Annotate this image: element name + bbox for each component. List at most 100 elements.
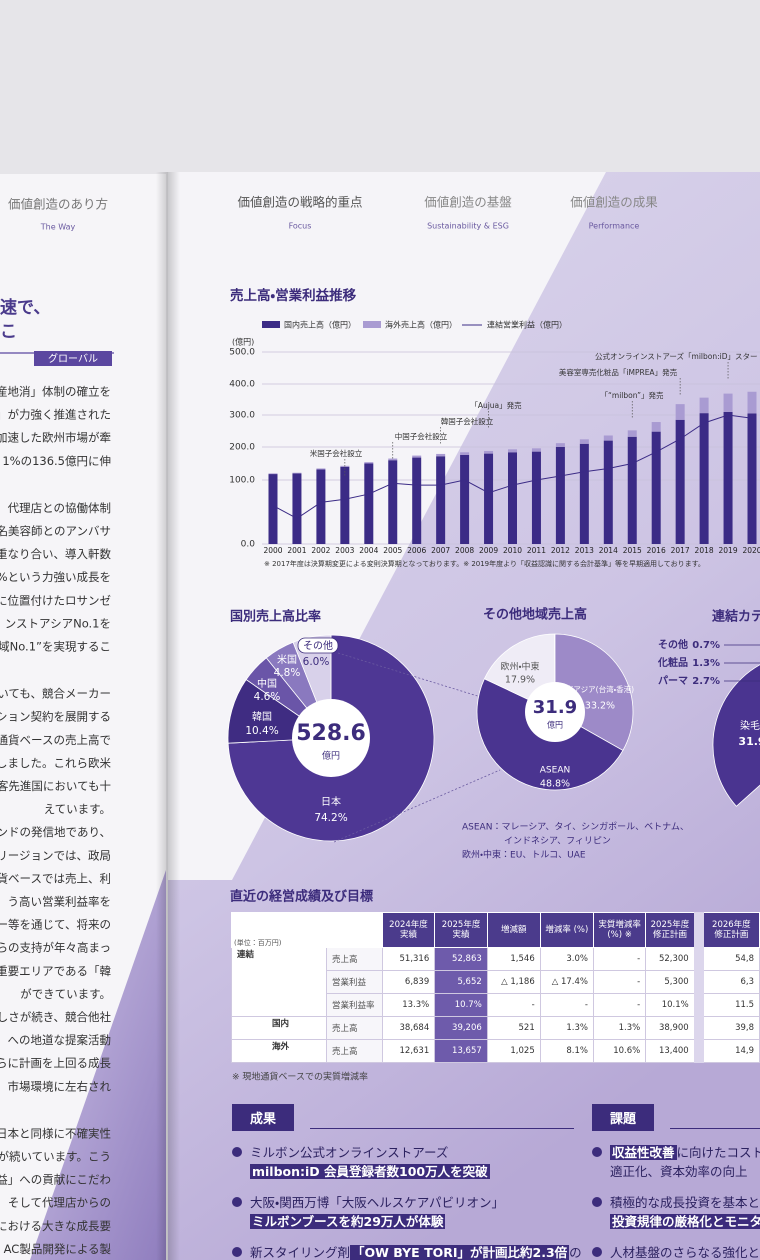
value-cell: 39,206 <box>434 1016 488 1040</box>
bar-domestic <box>603 440 613 544</box>
body-line: う高い営業利益率を <box>8 895 112 909</box>
highlight-text: milbon:iD 会員登録者数100万人を突破 <box>250 1164 490 1179</box>
bar-overseas <box>627 430 637 437</box>
pie-category: パーマ <box>658 675 688 687</box>
group-cell: 海外 <box>231 1039 327 1063</box>
bar-overseas <box>388 458 398 461</box>
item-cell: 営業利益率 <box>326 993 383 1017</box>
bar-domestic <box>292 473 302 544</box>
data-table: (単位：百万円) 2024年度 実績 2025年度 実績 増減額 増減率 (%) 実質増減… <box>231 912 760 1063</box>
bullet <box>592 1197 602 1207</box>
list-line: 新スタイリング剤 「OW BYE TORI」が計画比約2.3倍の <box>250 1243 582 1260</box>
value-cell: 10.1% <box>645 993 700 1017</box>
pie-total: 31.9 <box>533 697 577 718</box>
pie-slice <box>712 664 760 807</box>
bar-overseas <box>412 455 422 458</box>
list-text: 積極的な成長投資を基本と <box>610 1195 760 1210</box>
bar-domestic <box>316 469 326 544</box>
annotation: 米国子会社設立 <box>310 448 363 458</box>
bar-overseas <box>579 439 589 444</box>
value-cell: 5,652 <box>434 970 488 994</box>
bar-domestic <box>627 436 637 544</box>
results-box: 成果ミルボン公式オンラインストアーズ milbon:iD 会員登録者数100万人を… <box>232 1104 582 1260</box>
y-tick-label: 100.0 <box>229 476 255 486</box>
value-cell: 1,546 <box>486 947 541 971</box>
body-row: 連結 売上高 51,316 52,863 1,546 3.0% -52,300 54,8 <box>231 947 760 1017</box>
list-item: 人材基盤のさらなる強化と <box>592 1243 760 1260</box>
value-cell: - <box>539 993 594 1017</box>
body-line: 益」への貢献にこだわ <box>0 1173 111 1187</box>
bar-overseas <box>436 453 446 457</box>
body-line: 市場環境に左右され <box>8 1079 112 1093</box>
list-line: 収益性改善 に向けたコスト <box>610 1143 760 1162</box>
body-line: 日本と同様に不確実性 <box>0 1126 111 1140</box>
list-text: ミルボン公式オンラインストアーズ <box>250 1145 449 1160</box>
body-line: ができています。 <box>20 987 111 1001</box>
bar-domestic <box>675 419 685 544</box>
pie-note: 欧州・中東：EU、トルコ、UAE <box>462 849 586 861</box>
y-tick-label: 400.0 <box>229 380 255 390</box>
highlight-text: 「OW BYE TORI」が計画比約2.3倍 <box>350 1245 570 1260</box>
pie-category: 韓国 <box>252 711 272 723</box>
annotation: 美容室専売化粧品「iMPREA」発売 <box>559 367 678 377</box>
body-line: ンストアシアNo.1を <box>5 616 111 630</box>
list-item: 大阪・関西万博「大阪ヘルスケアパビリオン」 ミルボンブースを約29万人が体験 <box>232 1193 574 1231</box>
left-header-subtitle: The Way <box>40 223 76 232</box>
nav-title: 価値創造の基盤 <box>424 195 512 210</box>
item-cell: 売上高 <box>326 1039 383 1063</box>
x-tick-label: 2020 <box>742 546 760 555</box>
section-title: 成果 <box>232 1104 295 1131</box>
group-cell: 国内 <box>231 1016 327 1040</box>
value-cell: - <box>592 947 647 971</box>
bar-overseas <box>460 452 470 455</box>
bar-domestic <box>364 463 374 544</box>
value-cell: 51,316 <box>381 947 436 971</box>
body-line: えています。 <box>44 802 111 816</box>
value-cell: △ 1,186 <box>486 970 541 994</box>
value-cell: 6,839 <box>381 970 436 994</box>
body-line: 」が力強く推進された <box>0 408 111 422</box>
body-line: 客先進国においても十 <box>0 779 111 793</box>
pie-total-unit: 億円 <box>547 720 563 730</box>
body-line: 名美容師とのアンバサ <box>0 524 111 538</box>
value-cell: 52,863 <box>434 947 488 971</box>
body-line: いても、競合メーカー <box>0 687 111 701</box>
pie-note: インドネシア、フィリピン <box>504 836 611 847</box>
annotation: 中国子会社設立 <box>395 431 448 441</box>
x-tick-label: 2013 <box>575 546 594 555</box>
header-cell: 2024年度 実績 <box>381 912 436 948</box>
value-cell: 52,300 <box>645 947 700 971</box>
list-text: 新スタイリング剤 <box>250 1245 351 1260</box>
sales-chart-title: 売上高・営業利益推移 <box>230 287 357 304</box>
body-line: 域No.1”を実現するこ <box>0 640 111 654</box>
body-line: 重なり合い、導入軒数 <box>0 547 111 561</box>
pie-total-unit: 億円 <box>322 750 340 762</box>
profit-line <box>272 414 753 519</box>
value-cell: 5,300 <box>645 970 700 994</box>
highlight-text: 収益性改善 <box>610 1145 677 1160</box>
bar-overseas <box>747 391 757 414</box>
bar-overseas <box>268 473 278 475</box>
list-text: に向けたコスト <box>676 1145 760 1160</box>
bar-overseas <box>723 393 733 412</box>
donut-hole <box>525 682 585 742</box>
value-cell: 14,9 <box>693 1039 760 1063</box>
list-line: 人材基盤のさらなる強化と <box>610 1243 760 1260</box>
pie-value-label: 31.9 <box>738 735 760 748</box>
x-tick-label: 2015 <box>623 546 642 555</box>
pie-category: その他 <box>658 638 688 651</box>
nav-title: 価値創造の成果 <box>570 195 658 210</box>
country-pie-title: 国別売上高比率 <box>230 609 321 625</box>
category-pie-title: 連結カテ <box>712 609 760 625</box>
pie-value-label: 6.0% <box>303 656 330 668</box>
body-line: ー等を通じて、将来の <box>0 918 111 932</box>
value-cell: - <box>592 970 647 994</box>
bar-domestic <box>723 411 733 544</box>
list-item: ミルボン公式オンラインストアーズ milbon:iD 会員登録者数100万人を突破 <box>232 1143 574 1181</box>
pie-value-label: 17.9% <box>505 675 535 686</box>
value-cell: - <box>592 993 647 1017</box>
value-cell: 39,8 <box>693 1016 760 1040</box>
group-cell: 連結 <box>231 947 327 1017</box>
table-note: ※ 現地通貨ベースでの実質増減率 <box>232 1071 368 1083</box>
